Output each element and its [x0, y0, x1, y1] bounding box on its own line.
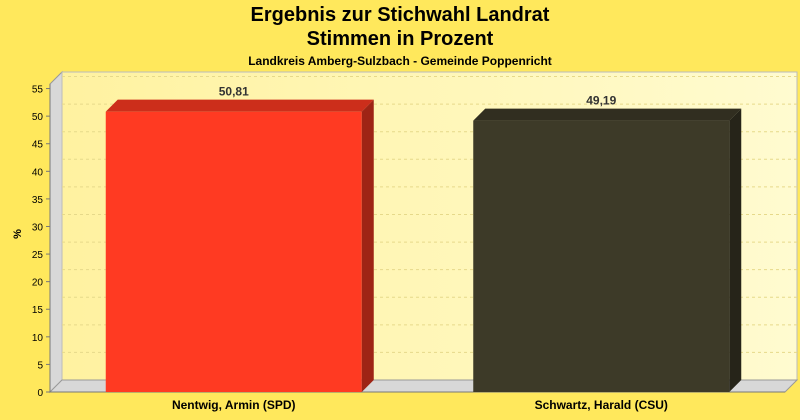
- y-tick-label: 45: [32, 140, 44, 151]
- y-tick-label: 35: [32, 195, 44, 206]
- y-tick-label: 30: [32, 222, 44, 233]
- y-tick-label: 10: [32, 333, 44, 344]
- y-tick-label: 0: [37, 388, 43, 399]
- chart-title-line2: Stimmen in Prozent: [306, 28, 494, 50]
- bar-side: [361, 99, 374, 392]
- bar-top: [105, 99, 374, 112]
- y-tick-label: 50: [32, 112, 44, 123]
- y-tick-label: 40: [32, 167, 44, 178]
- y-tick-label: 5: [37, 360, 43, 371]
- bar-front: [473, 120, 730, 392]
- left-wall: [49, 70, 63, 394]
- x-tick-label: Schwartz, Harald (CSU): [535, 398, 668, 412]
- x-tick-label: Nentwig, Armin (SPD): [172, 398, 296, 412]
- bar: 50,81: [105, 85, 374, 392]
- y-tick-label: 15: [32, 305, 44, 316]
- chart-title: Ergebnis zur Stichwahl Landrat: [250, 4, 550, 26]
- y-axis-label: %: [12, 229, 24, 239]
- bar: 49,19: [473, 94, 742, 392]
- x-axis-labels: Nentwig, Armin (SPD) Schwartz, Harald (CS…: [172, 398, 668, 412]
- bar-top: [473, 108, 742, 121]
- data-label: 50,81: [219, 85, 249, 99]
- chart-subtitle: Landkreis Amberg-Sulzbach - Gemeinde Pop…: [248, 54, 552, 68]
- bars: 50,81 49,19: [105, 85, 742, 392]
- y-tick-label: 20: [32, 278, 44, 289]
- y-tick-label: 25: [32, 250, 44, 261]
- bar-side: [729, 108, 742, 392]
- data-label: 49,19: [586, 94, 616, 108]
- y-tick-label: 55: [32, 85, 44, 96]
- bar-front: [105, 111, 362, 392]
